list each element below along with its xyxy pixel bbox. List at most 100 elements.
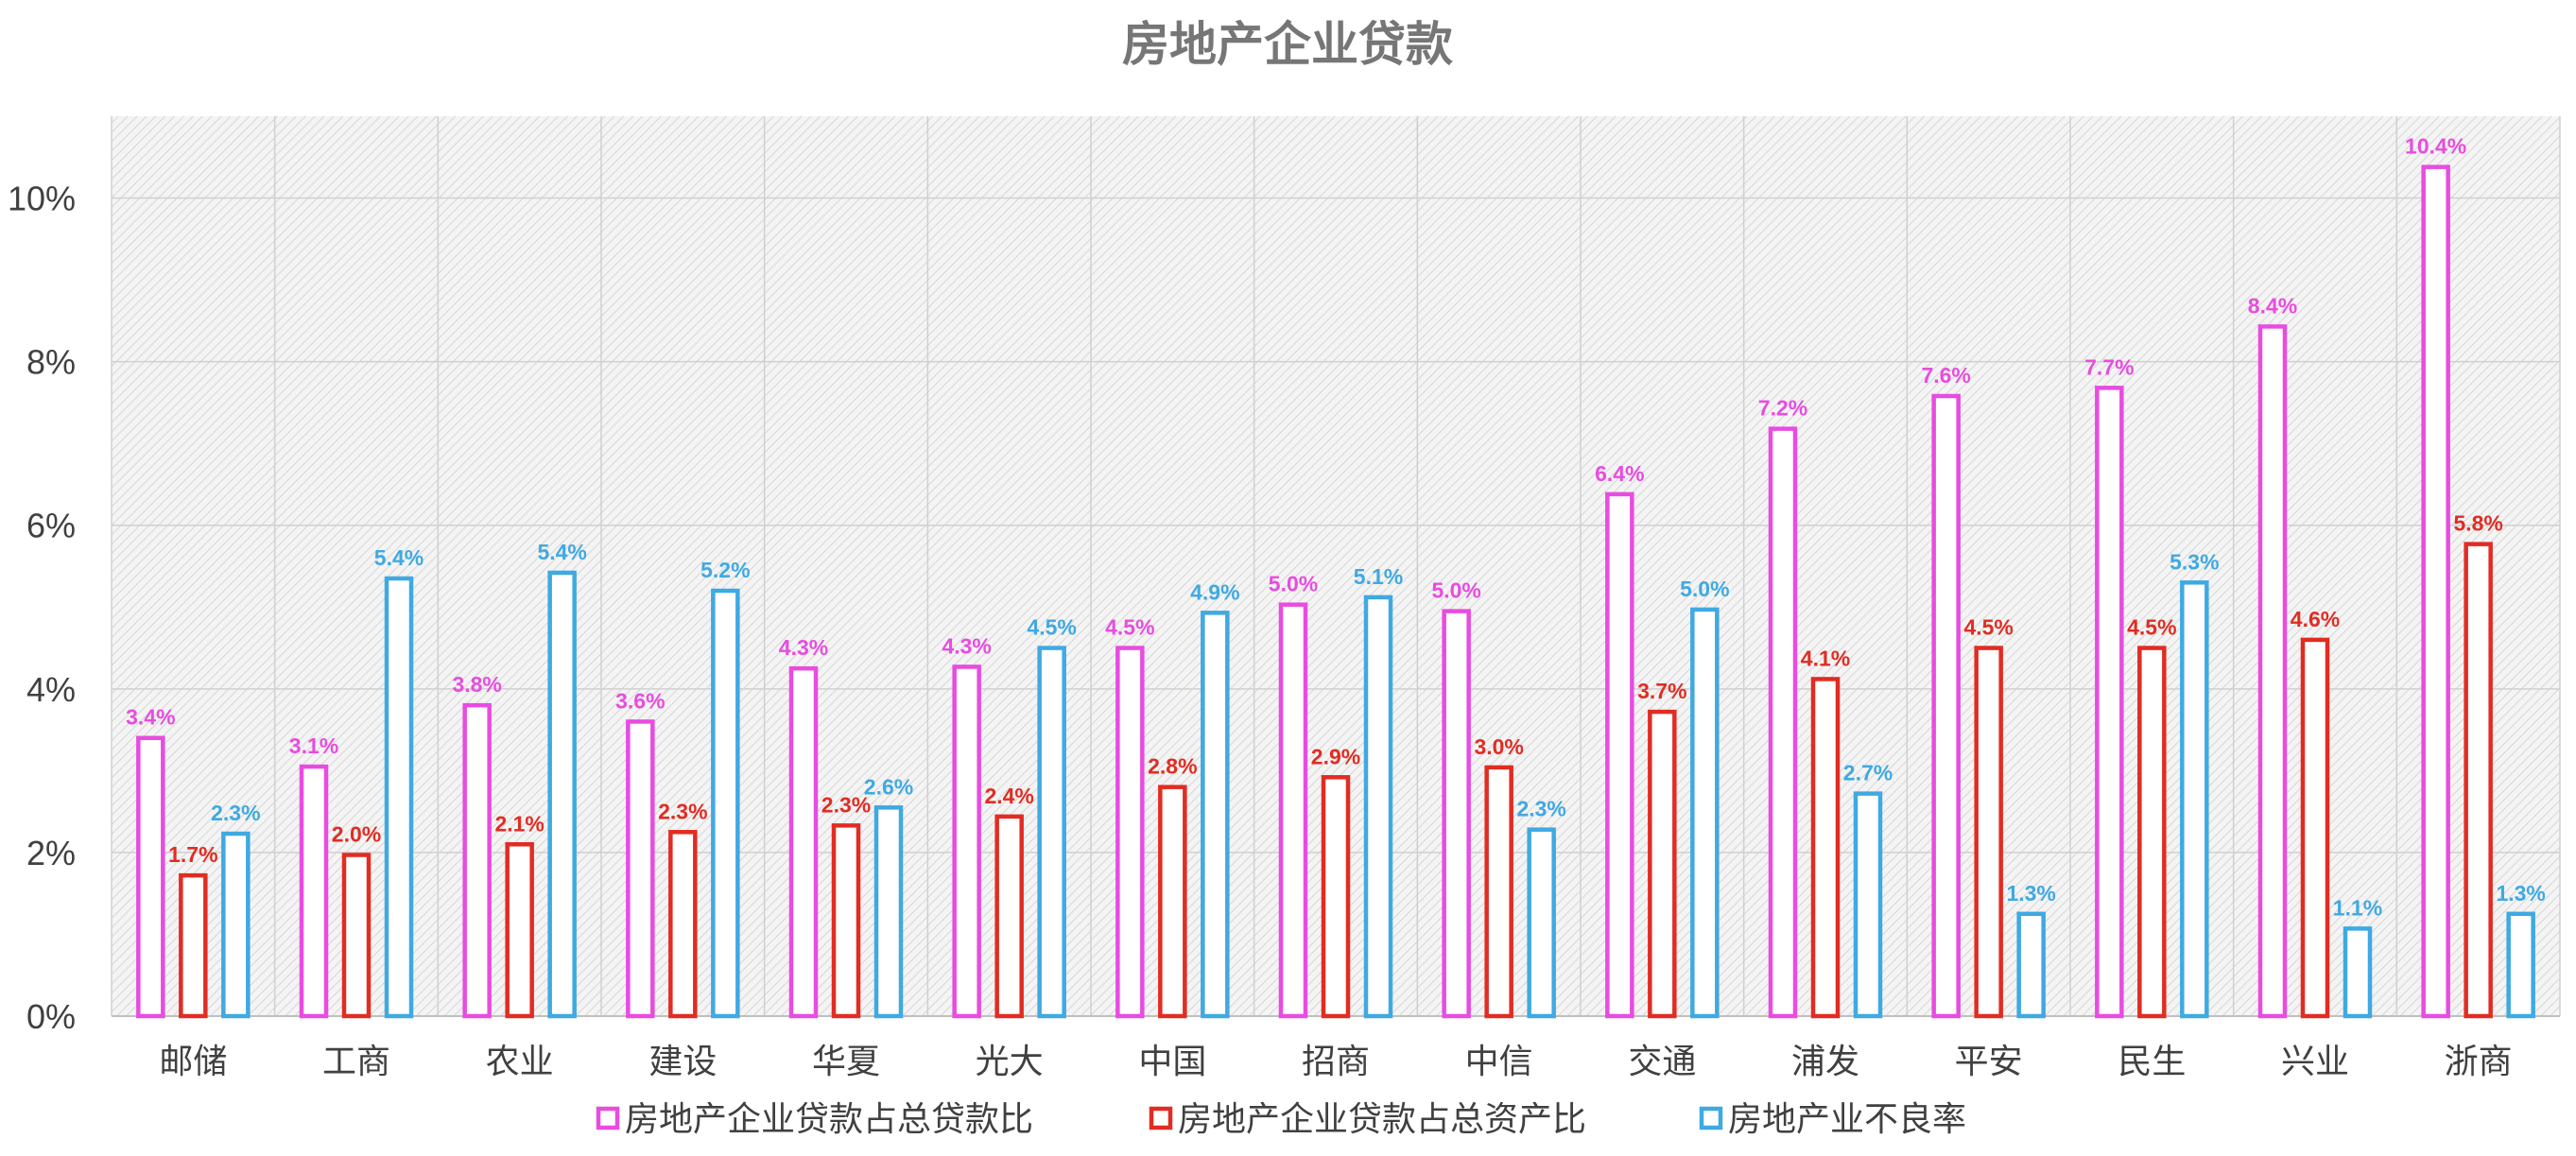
data-label: 3.4% bbox=[126, 705, 175, 730]
data-label-layer: 3.4% 1.7% 2.3% 3.1% 2.0% 5.4% 3.8% 2.1% 5.4% 3.6%… bbox=[126, 134, 2546, 921]
data-label: 8.4% bbox=[2248, 293, 2297, 318]
data-label: 7.2% bbox=[1758, 396, 1807, 421]
x-tick-label: 邮储 bbox=[159, 1043, 227, 1081]
bar bbox=[1484, 765, 1513, 1019]
bar bbox=[1278, 602, 1308, 1019]
x-tick-label: 光大 bbox=[976, 1043, 1044, 1081]
bar bbox=[462, 702, 492, 1019]
bar bbox=[1527, 827, 1556, 1019]
data-label: 2.1% bbox=[494, 811, 544, 836]
data-label: 3.8% bbox=[452, 672, 501, 697]
data-label: 2.3% bbox=[211, 801, 260, 825]
x-tick-label: 招商 bbox=[1302, 1043, 1370, 1081]
bar bbox=[1321, 775, 1351, 1019]
data-label: 5.0% bbox=[1431, 578, 1480, 603]
bar bbox=[2180, 580, 2209, 1019]
bar bbox=[1363, 595, 1393, 1019]
bar bbox=[1158, 785, 1187, 1019]
legend-label: 房地产企业贷款占总资产比 bbox=[1178, 1100, 1586, 1139]
data-label: 1.7% bbox=[168, 842, 217, 867]
grid-layer bbox=[111, 116, 2561, 1016]
data-label: 7.6% bbox=[1921, 363, 1970, 388]
bar bbox=[2016, 911, 2046, 1019]
data-label: 3.0% bbox=[1474, 734, 1523, 759]
x-tick-label: 工商 bbox=[322, 1043, 390, 1081]
bar bbox=[1442, 609, 1471, 1019]
bar bbox=[1605, 492, 1634, 1019]
legend-swatch bbox=[596, 1106, 620, 1130]
data-label: 2.8% bbox=[1148, 754, 1197, 779]
data-label: 4.9% bbox=[1190, 579, 1239, 604]
data-label: 2.3% bbox=[658, 799, 707, 823]
bar bbox=[788, 665, 819, 1019]
data-label: 5.8% bbox=[2453, 511, 2502, 536]
x-tick-label: 浙商 bbox=[2445, 1043, 2513, 1081]
y-tick-label: 2% bbox=[26, 834, 76, 872]
bar bbox=[2421, 164, 2450, 1019]
bar bbox=[2300, 637, 2330, 1019]
bar bbox=[711, 588, 740, 1019]
bar bbox=[179, 872, 208, 1019]
data-label: 10.4% bbox=[2405, 134, 2466, 159]
data-label: 6.4% bbox=[1595, 461, 1644, 486]
data-label: 2.7% bbox=[1843, 761, 1893, 785]
data-label: 3.7% bbox=[1637, 679, 1686, 703]
data-label: 4.3% bbox=[942, 633, 991, 658]
bar bbox=[1648, 709, 1677, 1019]
legend-label: 房地产企业贷款占总贷款比 bbox=[625, 1100, 1033, 1139]
data-label: 4.5% bbox=[1027, 615, 1076, 640]
bar bbox=[1037, 646, 1066, 1019]
bar bbox=[1768, 426, 1798, 1019]
data-label: 4.3% bbox=[779, 635, 828, 660]
data-label: 1.3% bbox=[2006, 881, 2055, 906]
x-tick-label: 华夏 bbox=[812, 1043, 880, 1081]
data-label: 5.0% bbox=[1680, 577, 1729, 601]
data-label: 4.5% bbox=[1963, 615, 2013, 640]
bar bbox=[1810, 677, 1841, 1019]
bar bbox=[2257, 324, 2288, 1019]
bar bbox=[2137, 646, 2167, 1019]
data-label: 5.1% bbox=[1354, 564, 1403, 589]
y-tick-label: 10% bbox=[8, 180, 76, 218]
data-label: 4.5% bbox=[1105, 615, 1154, 640]
data-label: 5.3% bbox=[2170, 549, 2219, 574]
y-tick-label: 6% bbox=[26, 507, 76, 545]
x-tick-label: 交通 bbox=[1628, 1043, 1696, 1081]
bar-layer bbox=[136, 164, 2535, 1019]
data-label: 4.5% bbox=[2127, 615, 2176, 640]
y-tick-label: 0% bbox=[26, 997, 76, 1036]
x-tick-label: 平安 bbox=[1955, 1043, 2023, 1081]
data-label: 2.6% bbox=[864, 774, 913, 799]
legend-swatch bbox=[1699, 1106, 1723, 1130]
bar bbox=[2343, 926, 2373, 1019]
data-label: 5.2% bbox=[700, 558, 750, 582]
bar bbox=[1201, 611, 1230, 1019]
data-label: 3.1% bbox=[289, 733, 338, 758]
chart-title: 房地产企业贷款 bbox=[1122, 16, 1453, 72]
bar bbox=[1853, 791, 1883, 1019]
bar bbox=[1115, 646, 1145, 1019]
x-tick-label: 浦发 bbox=[1791, 1043, 1859, 1081]
x-tick-label: 兴业 bbox=[2281, 1043, 2349, 1081]
x-tick-label: 中国 bbox=[1138, 1043, 1206, 1081]
data-label: 1.1% bbox=[2333, 895, 2382, 920]
bar bbox=[341, 853, 372, 1019]
bar bbox=[221, 831, 251, 1019]
legend: 房地产企业贷款占总贷款比 房地产企业贷款占总资产比 房地产业不良率 bbox=[596, 1100, 1966, 1139]
bar bbox=[505, 842, 534, 1019]
bar bbox=[626, 719, 655, 1019]
data-label: 4.6% bbox=[2291, 607, 2340, 631]
x-tick-label: 农业 bbox=[486, 1043, 554, 1081]
data-label: 4.1% bbox=[1801, 646, 1850, 670]
y-tick-label: 8% bbox=[26, 343, 76, 382]
data-label: 3.6% bbox=[615, 688, 665, 713]
bar bbox=[994, 814, 1024, 1019]
bar bbox=[136, 735, 165, 1019]
bar bbox=[547, 570, 577, 1019]
bar bbox=[1931, 393, 1961, 1019]
bar bbox=[299, 764, 329, 1019]
x-tick-label: 民生 bbox=[2118, 1043, 2186, 1081]
bar bbox=[2095, 386, 2124, 1019]
bar bbox=[952, 664, 981, 1019]
